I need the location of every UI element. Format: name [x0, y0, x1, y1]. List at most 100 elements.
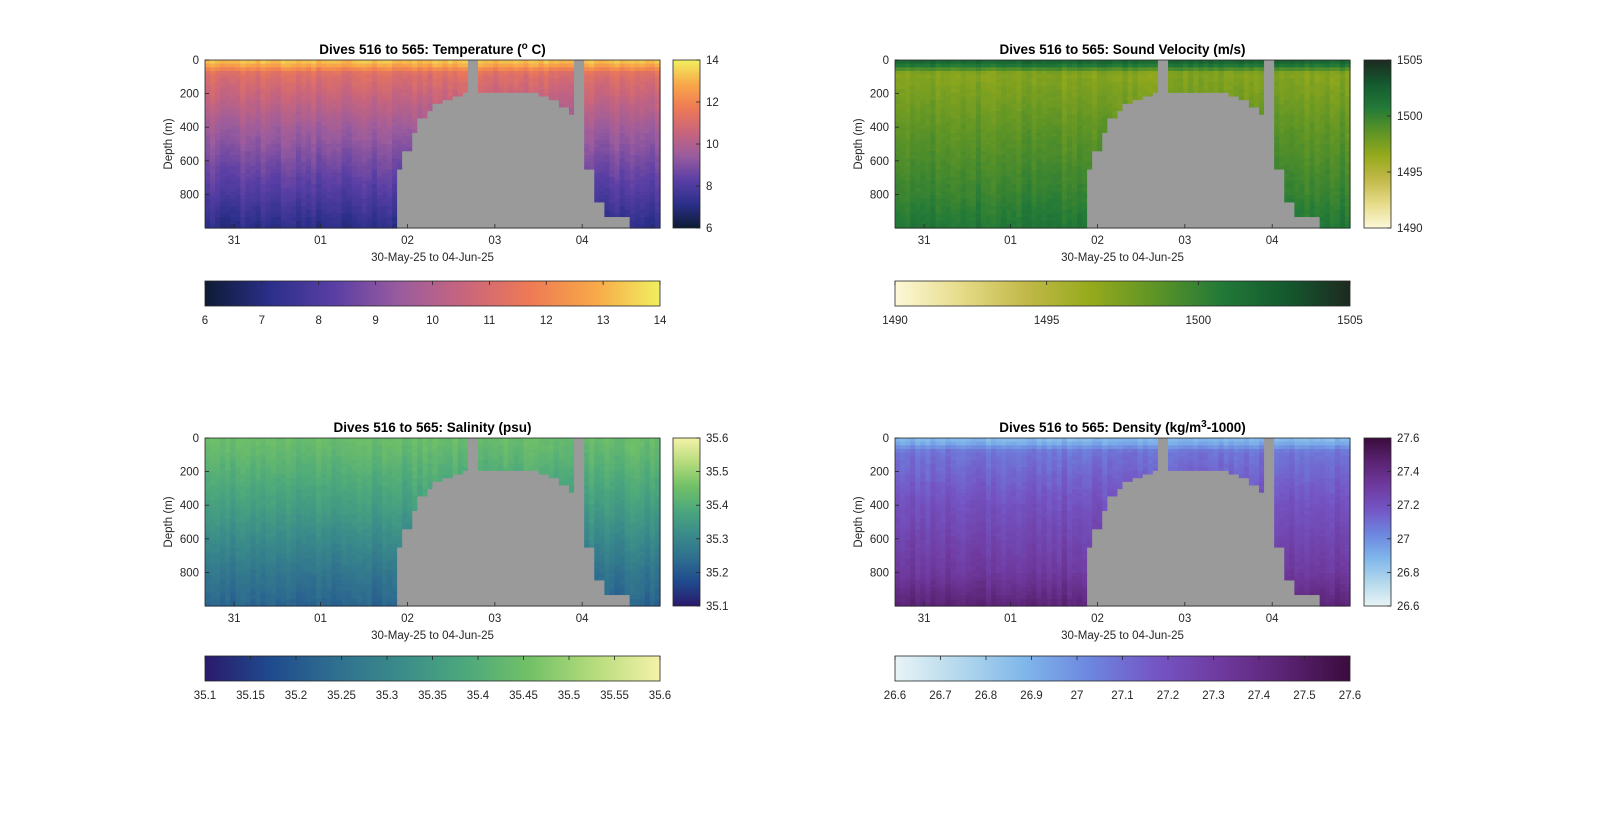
heatmap-cell [639, 122, 646, 127]
heatmap-cell [397, 60, 403, 65]
heatmap-cell [326, 217, 332, 222]
heatmap-cell [523, 60, 530, 65]
heatmap-cell [945, 63, 952, 68]
heatmap-cell [240, 217, 247, 222]
heatmap-cell [488, 173, 494, 178]
heatmap-cell [361, 81, 368, 87]
heatmap-cell [225, 154, 231, 160]
heatmap-cell [895, 111, 901, 116]
heatmap-cell [553, 180, 560, 185]
heatmap-cell [513, 202, 520, 207]
heatmap-cell [955, 198, 962, 204]
heatmap-cell [321, 114, 327, 120]
heatmap-cell [457, 140, 464, 145]
heatmap-cell [260, 78, 267, 83]
heatmap-cell [387, 158, 393, 163]
heatmap-cell [975, 100, 982, 105]
heatmap-cell [478, 96, 484, 101]
heatmap-cell [639, 151, 646, 156]
heatmap-cell [361, 173, 368, 178]
heatmap-cell [900, 158, 906, 163]
heatmap-cell [316, 81, 322, 87]
heatmap-cell [260, 147, 267, 152]
heatmap-cell [387, 125, 393, 130]
heatmap-cell [483, 67, 489, 72]
heatmap-cell [341, 89, 348, 94]
heatmap-cell [478, 111, 484, 116]
heatmap-cell [432, 198, 439, 204]
heatmap-cell [589, 100, 595, 105]
heatmap-cell [230, 202, 236, 207]
heatmap-cell [397, 151, 403, 156]
heatmap-cell [467, 96, 474, 101]
heatmap-cell [296, 60, 302, 65]
heatmap-cell [326, 107, 332, 112]
heatmap-cell [498, 122, 504, 127]
heatmap-cell [569, 118, 575, 123]
heatmap-cell [422, 173, 429, 178]
heatmap-cell [945, 154, 952, 160]
heatmap-cell [467, 224, 474, 229]
heatmap-cell [290, 209, 297, 214]
heatmap-cell [412, 74, 418, 79]
heatmap-cell [543, 118, 550, 123]
heatmap-cell [250, 173, 257, 178]
heatmap-cell [351, 114, 358, 120]
heatmap-cell [215, 198, 221, 204]
heatmap-cell [488, 81, 494, 87]
heatmap-cell [574, 78, 580, 83]
heatmap-cell [210, 81, 216, 87]
heatmap-cell [210, 180, 216, 185]
heatmap-cell [417, 158, 423, 163]
heatmap-cell [533, 136, 540, 141]
heatmap-cell [905, 165, 911, 171]
heatmap-cell [980, 107, 987, 112]
heatmap-cell [538, 144, 545, 149]
heatmap-cell [960, 180, 967, 185]
heatmap-cell [619, 195, 626, 200]
heatmap-cell [975, 213, 982, 218]
heatmap-cell [245, 191, 252, 196]
heatmap-cell [543, 81, 550, 87]
heatmap-cell [563, 136, 570, 141]
heatmap-cell [442, 187, 449, 193]
heatmap-cell [260, 129, 267, 134]
heatmap-cell [895, 136, 901, 141]
heatmap-cell [341, 107, 348, 112]
heatmap-cell [563, 202, 570, 207]
heatmap-cell [940, 74, 947, 79]
heatmap-cell [351, 213, 358, 218]
heatmap-cell [624, 158, 631, 163]
heatmap-cell [965, 206, 972, 211]
heatmap-cell [553, 195, 560, 200]
heatmap-cell [316, 165, 322, 171]
heatmap-cell [488, 220, 494, 225]
heatmap-cell [341, 129, 348, 134]
heatmap-cell [533, 206, 540, 211]
heatmap-cell [301, 176, 307, 182]
heatmap-cell [220, 176, 226, 182]
heatmap-cell [210, 147, 216, 152]
heatmap-cell [417, 63, 423, 68]
heatmap-cell [250, 78, 257, 83]
heatmap-cell [250, 217, 257, 222]
heatmap-cell [215, 202, 221, 207]
heatmap-cell [442, 92, 449, 98]
heatmap-cell [316, 154, 322, 160]
heatmap-cell [488, 133, 494, 138]
heatmap-cell [965, 184, 972, 189]
heatmap-cell [311, 165, 317, 171]
heatmap-cell [900, 100, 906, 105]
heatmap-cell [543, 173, 550, 178]
heatmap-cell [970, 129, 977, 134]
heatmap-cell [579, 147, 585, 152]
heatmap-cell [930, 213, 937, 218]
heatmap-cell [915, 85, 921, 90]
heatmap-cell [644, 129, 651, 134]
heatmap-cell [331, 180, 338, 185]
heatmap-cell [245, 60, 252, 65]
heatmap-cell [533, 158, 540, 163]
heatmap-cell [427, 158, 434, 163]
heatmap-cell [533, 133, 540, 138]
heatmap-cell [437, 92, 444, 98]
